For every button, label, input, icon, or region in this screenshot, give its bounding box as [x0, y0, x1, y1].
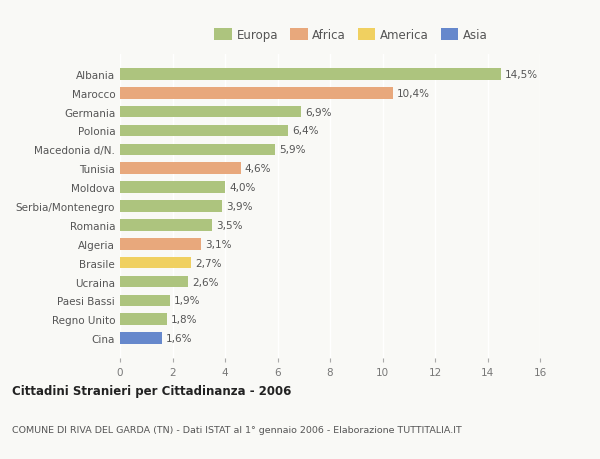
- Text: 1,9%: 1,9%: [174, 296, 200, 306]
- Bar: [120, 163, 241, 175]
- Bar: [120, 88, 393, 99]
- Text: 2,6%: 2,6%: [192, 277, 218, 287]
- Bar: [120, 182, 225, 194]
- Text: 6,9%: 6,9%: [305, 107, 332, 118]
- Text: 2,7%: 2,7%: [195, 258, 221, 268]
- Text: 1,8%: 1,8%: [171, 314, 197, 325]
- Bar: [120, 201, 223, 213]
- Bar: [120, 219, 212, 231]
- Legend: Europa, Africa, America, Asia: Europa, Africa, America, Asia: [209, 24, 493, 46]
- Bar: [120, 238, 202, 250]
- Bar: [120, 106, 301, 118]
- Text: 3,1%: 3,1%: [205, 239, 232, 249]
- Text: Cittadini Stranieri per Cittadinanza - 2006: Cittadini Stranieri per Cittadinanza - 2…: [12, 384, 292, 397]
- Text: 4,0%: 4,0%: [229, 183, 256, 193]
- Bar: [120, 144, 275, 156]
- Text: 3,5%: 3,5%: [216, 220, 242, 230]
- Bar: [120, 69, 500, 80]
- Bar: [120, 257, 191, 269]
- Text: 14,5%: 14,5%: [505, 70, 538, 80]
- Text: 6,4%: 6,4%: [292, 126, 319, 136]
- Bar: [120, 314, 167, 325]
- Text: 3,9%: 3,9%: [226, 202, 253, 212]
- Text: COMUNE DI RIVA DEL GARDA (TN) - Dati ISTAT al 1° gennaio 2006 - Elaborazione TUT: COMUNE DI RIVA DEL GARDA (TN) - Dati IST…: [12, 425, 462, 434]
- Bar: [120, 276, 188, 288]
- Text: 4,6%: 4,6%: [245, 164, 271, 174]
- Text: 10,4%: 10,4%: [397, 89, 430, 99]
- Bar: [120, 333, 162, 344]
- Bar: [120, 125, 288, 137]
- Text: 5,9%: 5,9%: [279, 145, 305, 155]
- Text: 1,6%: 1,6%: [166, 333, 193, 343]
- Bar: [120, 295, 170, 307]
